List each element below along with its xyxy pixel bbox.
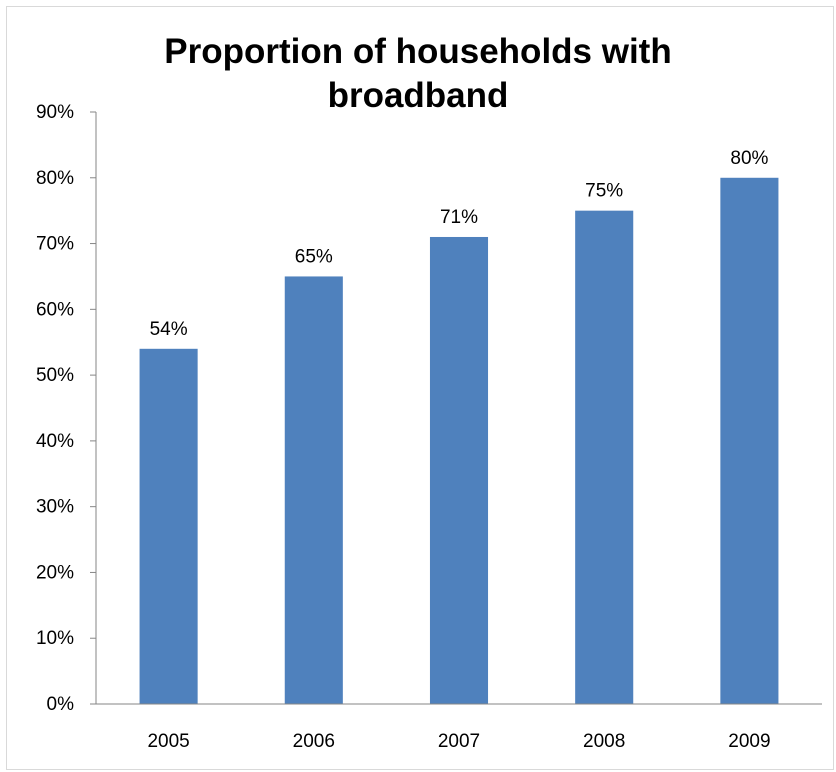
y-tick-label: 20%	[36, 562, 74, 583]
x-tick-label-2008: 2008	[583, 731, 625, 752]
x-tick-label-2009: 2009	[728, 731, 770, 752]
y-tick-label: 70%	[36, 234, 74, 255]
bar-2008	[575, 210, 634, 704]
data-label-2008: 75%	[585, 181, 623, 202]
x-tick-label-2007: 2007	[438, 731, 480, 752]
data-label-2009: 80%	[730, 148, 768, 169]
data-label-2007: 71%	[440, 207, 478, 228]
y-tick-label: 90%	[36, 102, 74, 123]
bar-2007	[429, 236, 489, 704]
chart-title: Proportion of households with broadband	[0, 30, 836, 118]
bar-2005	[139, 348, 198, 704]
x-tick-label-2006: 2006	[293, 731, 335, 752]
y-tick-label: 0%	[47, 694, 75, 715]
data-label-2006: 65%	[295, 246, 333, 267]
y-tick-label: 80%	[36, 168, 74, 189]
y-tick-label: 50%	[36, 365, 74, 386]
y-tick-label: 10%	[36, 628, 74, 649]
y-tick-label: 40%	[36, 431, 74, 452]
y-tick-label: 30%	[36, 497, 74, 518]
bar-2009	[720, 177, 779, 704]
y-tick-label: 60%	[36, 299, 74, 320]
bar-2006	[284, 276, 343, 704]
data-label-2005: 54%	[150, 319, 188, 340]
chart-title-line-1: Proportion of households with	[164, 32, 672, 71]
chart-title-line-2: broadband	[327, 76, 509, 115]
x-tick-label-2005: 2005	[147, 731, 189, 752]
